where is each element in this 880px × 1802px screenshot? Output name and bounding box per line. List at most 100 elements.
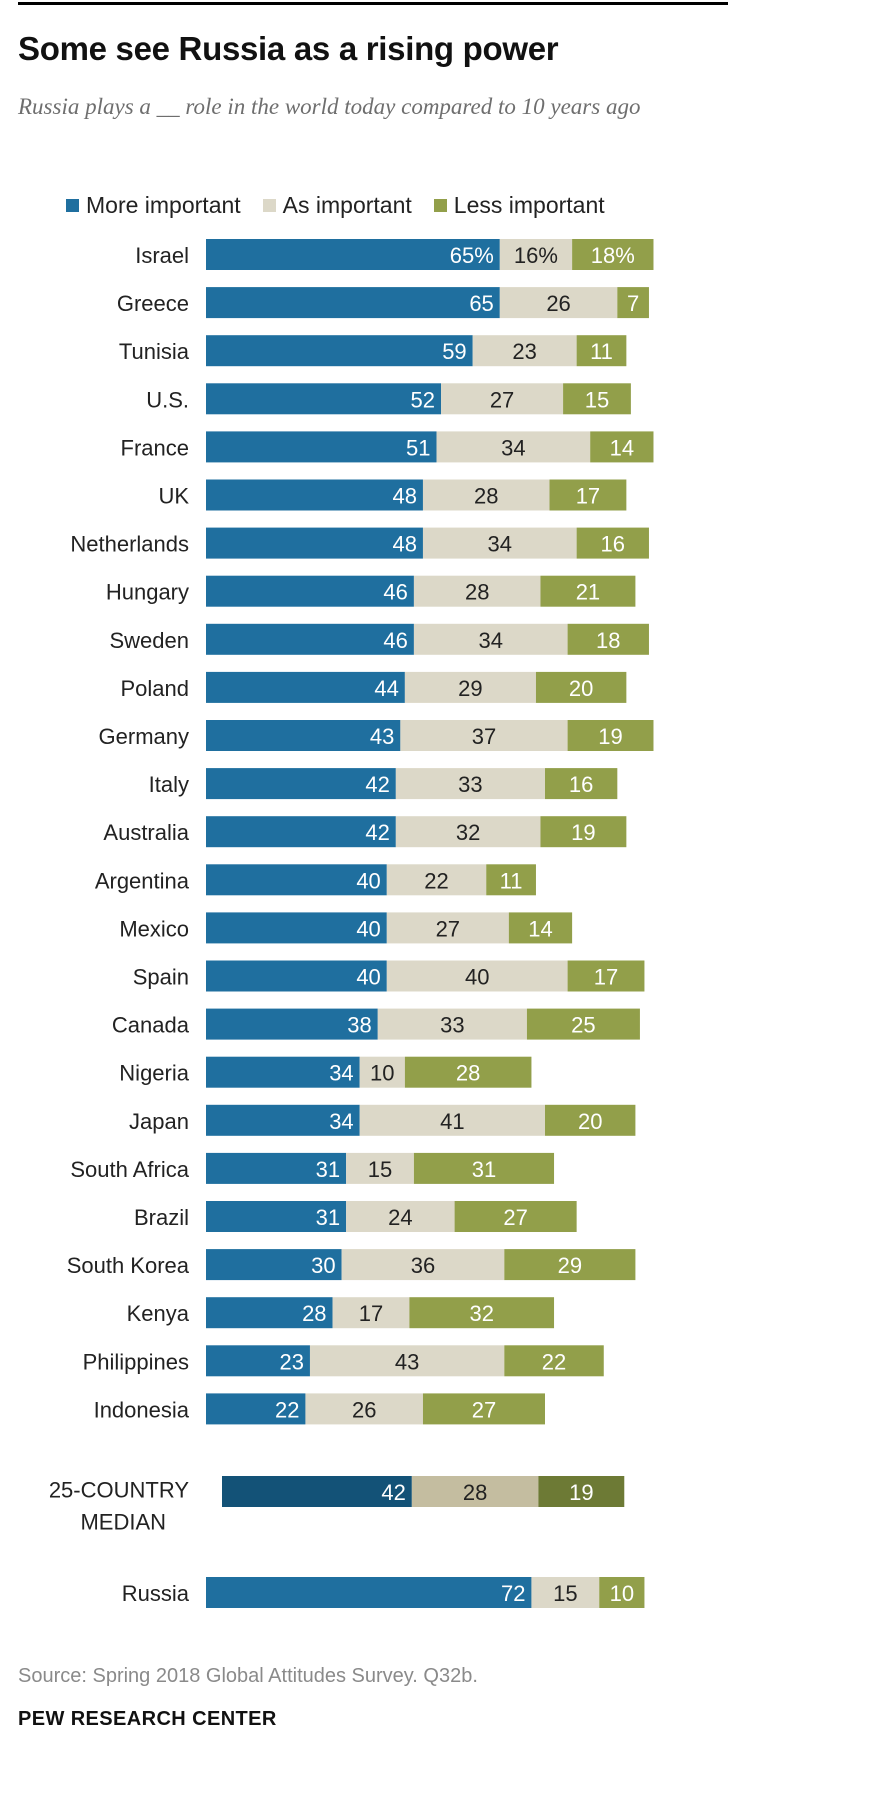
bar-as-israel [499,239,573,270]
category-label-tunisia: Tunisia [119,339,190,364]
bar-more-greece [206,287,500,319]
category-label-mexico: Mexico [119,916,189,941]
bar-less-japan [545,1104,636,1136]
bar-less-russia [599,1577,645,1608]
category-label-greece: Greece [117,291,189,316]
legend-swatch-as [262,199,276,212]
data-label-as-poland: 29 [458,676,482,701]
bar-more-poland [206,671,405,703]
data-label-less-hungary: 21 [576,580,600,605]
data-label-as-uk: 28 [474,484,498,509]
bar-as-canada [377,1008,527,1040]
data-label-as-italy: 33 [458,772,482,797]
data-label-more-u-s: 52 [411,387,435,412]
category-label-indonesia: Indonesia [94,1397,190,1422]
category-label-italy: Italy [149,772,189,797]
bar-as-netherlands [422,527,577,559]
data-label-as-median: 28 [463,1480,487,1505]
data-label-more-spain: 40 [356,965,380,990]
bar-more-kenya [206,1297,333,1329]
data-label-less-south-africa: 31 [472,1157,496,1182]
bar-more-sweden [206,623,414,655]
data-label-as-japan: 41 [440,1109,464,1134]
data-label-more-indonesia: 22 [275,1397,299,1422]
data-label-less-south-korea: 29 [558,1253,582,1278]
data-label-less-brazil: 27 [503,1205,527,1230]
bar-as-median [411,1476,539,1507]
data-label-as-germany: 37 [472,724,496,749]
legend-label-as: As important [282,192,412,218]
bar-as-australia [395,816,541,848]
bar-as-spain [386,960,568,992]
category-label-france: France [121,435,189,460]
bar-more-italy [206,768,396,800]
data-label-more-kenya: 28 [302,1301,326,1326]
data-label-as-canada: 33 [440,1013,464,1038]
category-label-hungary: Hungary [106,580,189,605]
bar-more-argentina [206,864,387,896]
bar-less-tunisia [576,335,627,367]
bar-less-uk [549,479,627,511]
data-label-more-median: 42 [381,1480,405,1505]
category-label-argentina: Argentina [95,868,190,893]
bar-less-italy [545,768,618,800]
bar-more-south-africa [206,1152,347,1184]
bar-less-hungary [540,575,636,607]
data-label-more-nigeria: 34 [329,1061,353,1086]
bar-more-australia [206,816,396,848]
bar-as-hungary [413,575,541,607]
bar-as-greece [499,287,618,319]
data-label-as-mexico: 27 [436,916,460,941]
stacked-bar-chart: Israel 65% 16% 18% Greece 65 26 7 Tunisia 59 23 11 U… [49,239,654,1608]
data-label-more-brazil: 31 [316,1205,340,1230]
data-label-less-u-s: 15 [585,387,609,412]
bar-more-south-korea [206,1249,342,1281]
data-label-as-south-korea: 36 [411,1253,435,1278]
bar-less-philippines [504,1345,604,1377]
bar-as-kenya [332,1297,410,1329]
category-label-netherlands: Netherlands [70,532,189,557]
data-label-more-poland: 44 [374,676,398,701]
category-label-nigeria: Nigeria [119,1061,189,1086]
category-label-spain: Spain [133,965,189,990]
bar-less-netherlands [576,527,649,559]
bar-less-south-korea [504,1249,636,1281]
bar-less-south-africa [413,1152,555,1184]
data-label-as-kenya: 17 [359,1301,383,1326]
bar-more-germany [206,720,401,751]
data-label-less-tunisia: 11 [590,339,613,364]
category-label-australia: Australia [103,820,189,845]
data-label-as-israel: 16% [514,243,558,268]
bar-as-tunisia [472,335,577,367]
legend-label-less: Less important [453,192,605,218]
bar-as-japan [359,1104,545,1136]
legend-label-more: More important [86,192,241,218]
bar-less-france [590,431,654,463]
data-label-more-sweden: 46 [383,628,407,653]
category-label-brazil: Brazil [134,1205,189,1230]
data-label-less-greece: 7 [627,291,639,316]
data-label-more-australia: 42 [365,820,389,845]
data-label-as-u-s: 27 [490,387,514,412]
bar-as-mexico [386,912,509,944]
category-label-canada: Canada [112,1013,190,1038]
bar-more-israel [206,239,500,270]
category-label-philippines: Philippines [83,1349,189,1374]
bar-less-germany [567,720,654,751]
data-label-less-israel: 18% [591,243,635,268]
category-label-sweden: Sweden [109,628,189,653]
legend-swatch-more [66,199,79,212]
bar-as-italy [395,768,545,800]
bar-as-poland [404,671,536,703]
bar-less-argentina [486,864,536,896]
data-label-less-russia: 10 [610,1581,634,1606]
data-label-as-russia: 15 [553,1581,577,1606]
data-label-more-canada: 38 [347,1013,371,1038]
data-label-less-sweden: 18 [596,628,620,653]
category-label-uk: UK [158,484,189,509]
data-label-as-indonesia: 26 [352,1397,376,1422]
bar-less-kenya [409,1297,555,1329]
data-label-more-hungary: 46 [383,580,407,605]
bar-as-france [436,431,591,463]
data-label-less-netherlands: 16 [601,532,625,557]
